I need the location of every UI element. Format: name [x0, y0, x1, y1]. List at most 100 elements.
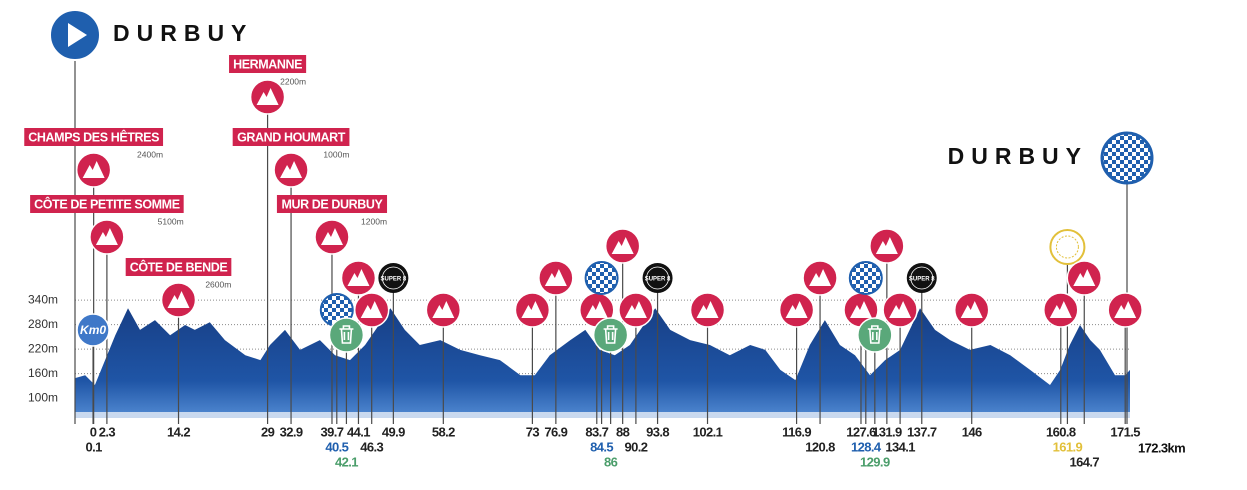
- km-label: 88: [616, 424, 630, 439]
- feed-icon: [328, 317, 365, 353]
- finish-name: DURBUY: [948, 143, 1088, 169]
- climb-length: 1200m: [361, 216, 387, 226]
- start-arrow: [68, 23, 87, 47]
- super8-text: SUPER 8: [381, 277, 407, 283]
- mountain: [432, 301, 455, 318]
- mountain: [1073, 269, 1096, 286]
- km-label: 127.6: [846, 424, 876, 439]
- climb-name-box: [276, 195, 388, 213]
- climb-icon: [160, 282, 197, 318]
- km-label: 128.4: [851, 439, 882, 454]
- climb-length: 2600m: [205, 279, 231, 289]
- mountain: [809, 269, 832, 286]
- sprint-circle: [584, 261, 619, 295]
- km-label: 120.8: [805, 439, 835, 454]
- climb-icon: [89, 219, 125, 255]
- y-tick-label: 340m: [28, 292, 58, 306]
- sprint-icon: [848, 261, 883, 295]
- climb-name: CHAMPS DES HÊTRES: [28, 129, 159, 144]
- mountain: [167, 291, 190, 308]
- climb-length: 2400m: [137, 149, 163, 159]
- climb-icon: [425, 292, 462, 328]
- km-label: 46.3: [360, 439, 383, 454]
- mountain: [696, 301, 719, 318]
- climb-icon: [1107, 292, 1143, 328]
- km-label: 146: [962, 424, 982, 439]
- climb-icon: [75, 152, 112, 188]
- km-label: 134.1: [885, 439, 915, 454]
- climb-length: 5100m: [158, 216, 184, 226]
- climb-icon: [802, 260, 838, 296]
- mountain: [521, 301, 544, 318]
- climb-name: CÔTE DE BENDE: [130, 259, 228, 274]
- mountain: [256, 88, 279, 105]
- mountain: [785, 301, 808, 318]
- climb-icon: [340, 260, 377, 296]
- climb-icon: [538, 260, 574, 296]
- climb-icon: [689, 292, 726, 328]
- km0-text: Km0: [80, 323, 106, 337]
- km-label: 84.5: [590, 439, 613, 454]
- km-label: 102.1: [693, 424, 723, 439]
- km-label: 0: [90, 424, 97, 439]
- mountain: [82, 161, 105, 178]
- mountain: [544, 269, 567, 286]
- km0-icon: Km0: [76, 313, 110, 347]
- mountain: [347, 269, 370, 286]
- mountain: [95, 228, 118, 245]
- feed-circle: [857, 317, 893, 353]
- climb-icon: [604, 228, 641, 264]
- mountain: [624, 301, 647, 318]
- climb-icon: [882, 292, 918, 328]
- feed-icon: [857, 317, 893, 353]
- feed-bin: [603, 325, 618, 344]
- km-label: 58.2: [432, 424, 455, 439]
- km-label: 44.1: [347, 424, 370, 439]
- km0-circle: [76, 313, 110, 347]
- super8-ring: [381, 266, 405, 290]
- finish-icon: [1100, 131, 1154, 185]
- climb-icon: [869, 228, 905, 264]
- y-tick-label: 280m: [28, 317, 58, 331]
- climb-name-box: [125, 258, 232, 276]
- mountain: [1114, 301, 1137, 318]
- km-label: 161.9: [1053, 439, 1083, 454]
- km-label: 86: [604, 454, 618, 469]
- km-label: 73: [526, 424, 540, 439]
- super8-text: SUPER 8: [645, 277, 671, 283]
- mountain: [889, 301, 912, 318]
- climb-icon: [1066, 260, 1103, 296]
- super8-text: SUPER 8: [909, 277, 935, 283]
- km-label: 49.9: [382, 424, 405, 439]
- climb-icon: [273, 152, 309, 188]
- super8-icon: SUPER 8: [906, 263, 937, 293]
- mountain: [585, 301, 608, 318]
- km-label: 40.5: [325, 439, 348, 454]
- climb-length: 2200m: [280, 76, 306, 86]
- climb-length: 1000m: [323, 149, 349, 159]
- feed-bin: [867, 325, 882, 344]
- mountain: [960, 301, 983, 318]
- km-label: 160.8: [1046, 424, 1076, 439]
- climb-icon: [778, 292, 815, 328]
- mountain: [611, 237, 634, 254]
- km-label: 29: [261, 424, 275, 439]
- super8-ring: [910, 266, 934, 290]
- y-tick-label: 160m: [28, 366, 58, 380]
- climb-name: MUR DE DURBUY: [281, 197, 383, 211]
- climb-name: GRAND HOUMART: [237, 130, 346, 144]
- climb-icon: [314, 219, 350, 255]
- super8-ring: [646, 266, 669, 290]
- km-label: 76.9: [544, 424, 567, 439]
- climb-icon: [618, 292, 654, 328]
- feed-circle: [328, 317, 365, 353]
- mountain: [875, 237, 898, 254]
- climb-name: CÔTE DE PETITE SOMME: [34, 196, 180, 211]
- total-distance: 172.3km: [1138, 440, 1185, 455]
- km-label: 129.9: [860, 454, 890, 469]
- climb-name-box: [232, 128, 350, 146]
- km-label: 42.1: [335, 454, 358, 469]
- climb-icon: [249, 79, 286, 115]
- mountain: [1049, 301, 1072, 318]
- feed-circle: [592, 317, 629, 353]
